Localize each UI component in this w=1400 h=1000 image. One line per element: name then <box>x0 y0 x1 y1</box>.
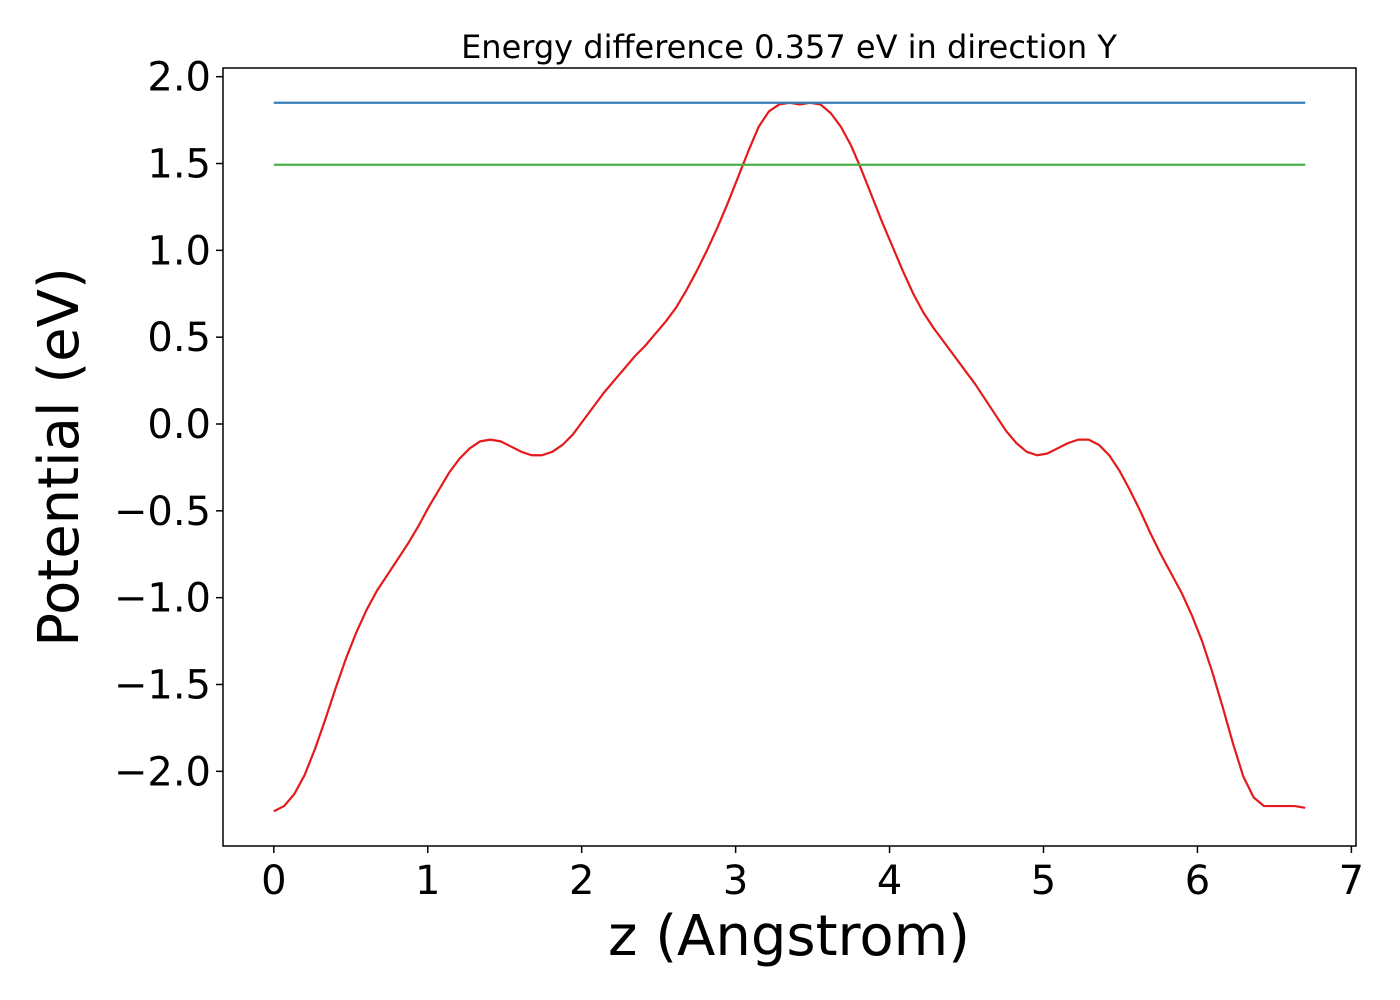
y-axis: 2.0 1.5 1.0 0.5 0.0 −0.5 −1.0 −1.5 −2.0 <box>114 55 223 795</box>
x-tick-label: 3 <box>723 858 748 904</box>
y-tick-label: −1.0 <box>114 576 211 622</box>
x-tick-label: 0 <box>261 858 286 904</box>
y-tick-label: −2.0 <box>114 749 211 795</box>
y-tick-label: −0.5 <box>114 489 211 535</box>
x-tick-label: 4 <box>877 858 902 904</box>
y-tick-label: 0.5 <box>147 315 211 361</box>
series-layer <box>273 101 1306 813</box>
x-tick-label: 6 <box>1185 858 1210 904</box>
plot-frame <box>222 67 1357 847</box>
x-axis: 0 1 2 3 4 5 6 7 <box>261 846 1364 904</box>
x-tick-label: 5 <box>1031 858 1056 904</box>
y-tick-label: 1.0 <box>147 228 211 274</box>
y-tick-label: −1.5 <box>114 662 211 708</box>
y-axis-title: Potential (eV) <box>27 267 92 647</box>
x-tick-label: 1 <box>415 858 440 904</box>
x-tick-label: 2 <box>569 858 594 904</box>
plot-area <box>273 101 1306 813</box>
y-tick-label: 1.5 <box>147 142 211 188</box>
x-axis-title: z (Angstrom) <box>608 904 970 969</box>
chart-title: Energy difference 0.357 eV in direction … <box>461 28 1117 66</box>
y-tick-label: 0.0 <box>147 402 211 448</box>
x-tick-label: 7 <box>1339 858 1364 904</box>
y-tick-label: 2.0 <box>147 55 211 101</box>
